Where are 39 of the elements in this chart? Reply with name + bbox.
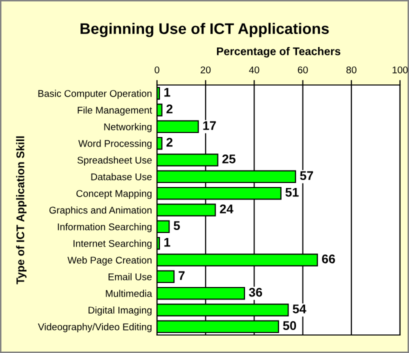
y-tick-label: Concept Mapping bbox=[76, 190, 152, 199]
data-label: 2 bbox=[166, 138, 172, 147]
data-label: 50 bbox=[283, 321, 296, 330]
data-label: 2 bbox=[166, 104, 172, 114]
chart-title: Beginning Use of ICT Applications bbox=[80, 22, 329, 38]
x-tick-label: 80 bbox=[346, 66, 356, 74]
data-label: 1 bbox=[164, 88, 170, 97]
data-label: 5 bbox=[174, 221, 180, 230]
y-tick-label: Internet Searching bbox=[74, 240, 152, 249]
y-tick-label: Database Use bbox=[91, 173, 152, 180]
data-label: 7 bbox=[178, 271, 185, 280]
x-axis-title: Percentage of Teachers bbox=[216, 47, 340, 58]
data-label: 1 bbox=[164, 238, 170, 247]
y-tick-label: Graphics and Animation bbox=[49, 206, 152, 216]
y-tick-label: Web Page Creation bbox=[68, 256, 152, 266]
data-label: 57 bbox=[300, 171, 314, 180]
y-tick-label: Digital Imaging bbox=[88, 306, 152, 316]
y-tick-label: Information Searching bbox=[58, 223, 152, 232]
y-tick-label: Basic Computer Operation bbox=[38, 90, 152, 99]
data-label: 36 bbox=[248, 288, 262, 297]
data-label: 25 bbox=[222, 154, 236, 164]
x-tick-label: 60 bbox=[298, 66, 308, 74]
data-label: 24 bbox=[220, 204, 234, 214]
x-tick-label: 20 bbox=[200, 66, 211, 74]
y-tick-label: Multimedia bbox=[106, 290, 152, 297]
y-axis-title: Type of ICT Application Skill bbox=[16, 136, 26, 284]
data-label: 17 bbox=[203, 121, 216, 130]
data-label: 51 bbox=[285, 188, 299, 197]
data-label: 54 bbox=[292, 304, 306, 314]
y-tick-label: File Management bbox=[78, 106, 152, 116]
y-tick-label: Videography/Video Editing bbox=[38, 323, 152, 332]
x-tick-label: 100 bbox=[392, 66, 408, 74]
y-tick-label: Networking bbox=[104, 123, 152, 132]
y-tick-label: Word Processing bbox=[78, 140, 152, 149]
x-tick-label: 0 bbox=[154, 66, 160, 74]
y-tick-label: Spreadsheet Use bbox=[77, 156, 152, 166]
x-tick-label: 40 bbox=[249, 66, 260, 74]
y-tick-label: Email Use bbox=[108, 273, 152, 280]
data-label: 66 bbox=[322, 254, 335, 264]
